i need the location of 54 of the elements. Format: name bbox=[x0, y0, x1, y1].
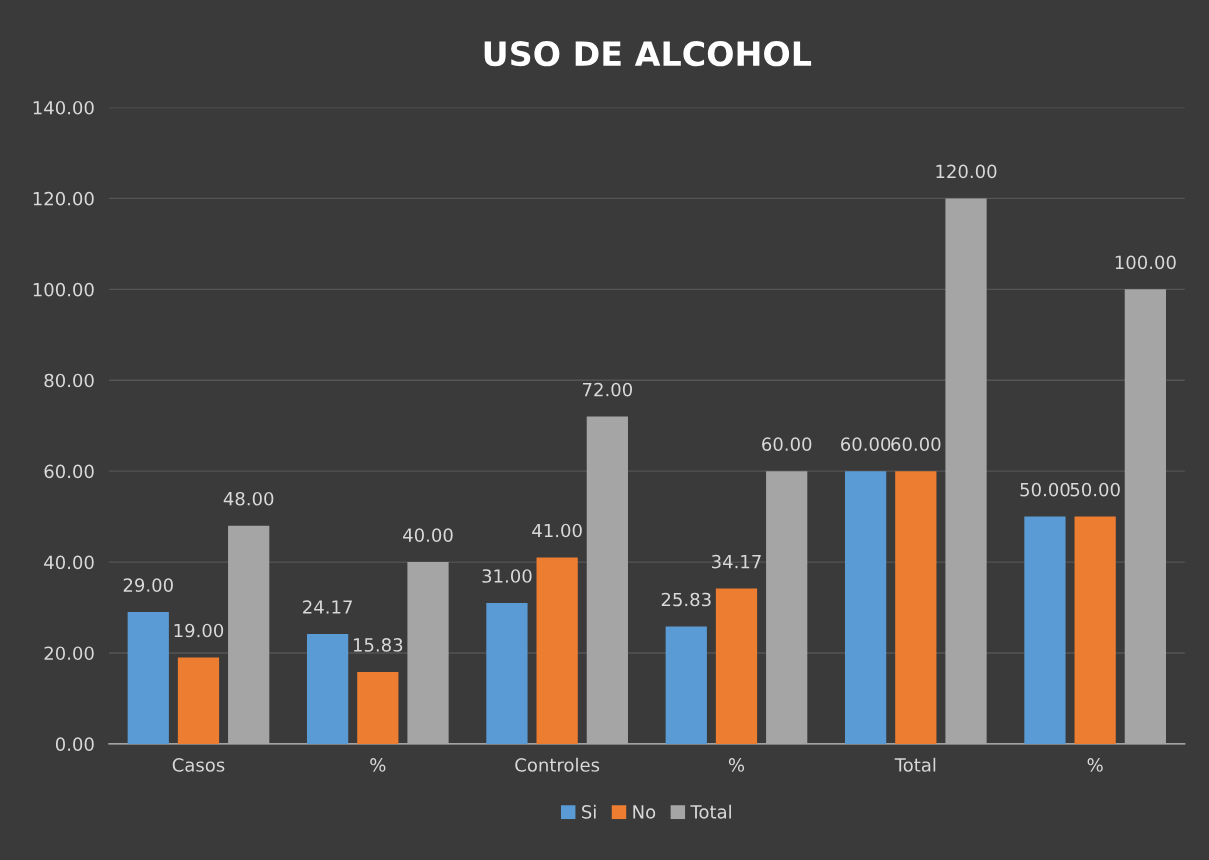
data-label: 25.83 bbox=[661, 592, 711, 607]
bar bbox=[177, 657, 220, 744]
data-label: 48.00 bbox=[223, 491, 274, 506]
bar bbox=[766, 471, 808, 744]
bar bbox=[228, 525, 270, 744]
x-tick-label: % bbox=[370, 758, 386, 772]
bar bbox=[665, 626, 707, 744]
chart-title: USO DE ALCOHOL bbox=[484, 41, 812, 67]
bar bbox=[586, 416, 628, 744]
data-label: 41.00 bbox=[532, 523, 582, 538]
bar bbox=[127, 612, 169, 744]
data-label: 120.00 bbox=[936, 164, 997, 179]
data-label: 24.17 bbox=[303, 600, 352, 614]
bar bbox=[1074, 516, 1116, 744]
bar bbox=[357, 671, 399, 744]
y-tick-label: 100.00 bbox=[33, 282, 94, 297]
bar bbox=[1124, 289, 1166, 744]
data-label: 40.00 bbox=[403, 528, 453, 542]
data-label: 72.00 bbox=[583, 382, 633, 397]
data-label: 60.00 bbox=[762, 437, 812, 451]
data-label: 50.00 bbox=[1070, 482, 1120, 497]
bar bbox=[715, 588, 758, 744]
bar bbox=[945, 198, 987, 744]
x-tick-label: Total bbox=[894, 757, 936, 772]
bar bbox=[895, 471, 937, 744]
y-tick-label: 60.00 bbox=[44, 464, 94, 479]
x-tick-label: % bbox=[728, 758, 745, 772]
y-tick-label: 20.00 bbox=[44, 646, 94, 661]
data-label: 19.00 bbox=[174, 623, 224, 638]
y-tick-label: 140.00 bbox=[33, 100, 94, 115]
x-tick-label: % bbox=[1087, 758, 1103, 772]
y-tick-label: 120.00 bbox=[33, 191, 94, 206]
y-tick-label: 80.00 bbox=[44, 373, 94, 388]
y-tick-label: 40.00 bbox=[44, 555, 94, 570]
data-label: 15.83 bbox=[353, 638, 403, 652]
data-label: 34.17 bbox=[712, 554, 761, 569]
bar bbox=[1024, 516, 1066, 744]
x-tick-label: Casos bbox=[172, 758, 225, 772]
x-tick-label: Controles bbox=[515, 757, 600, 772]
data-label: 100.00 bbox=[1115, 255, 1176, 270]
bar bbox=[486, 602, 528, 744]
legend-label: Total bbox=[690, 804, 731, 819]
y-tick-label: 0.00 bbox=[55, 737, 94, 752]
data-label: 29.00 bbox=[123, 578, 173, 592]
bar bbox=[536, 557, 578, 744]
data-label: 50.00 bbox=[1020, 482, 1070, 497]
data-label: 60.00 bbox=[891, 437, 941, 451]
legend-label: Si bbox=[582, 804, 596, 819]
data-label: 31.00 bbox=[482, 569, 532, 583]
data-label: 60.00 bbox=[841, 437, 891, 451]
bar bbox=[306, 634, 349, 744]
bar bbox=[407, 562, 449, 744]
bar bbox=[844, 471, 887, 744]
legend-label: No bbox=[633, 805, 656, 819]
